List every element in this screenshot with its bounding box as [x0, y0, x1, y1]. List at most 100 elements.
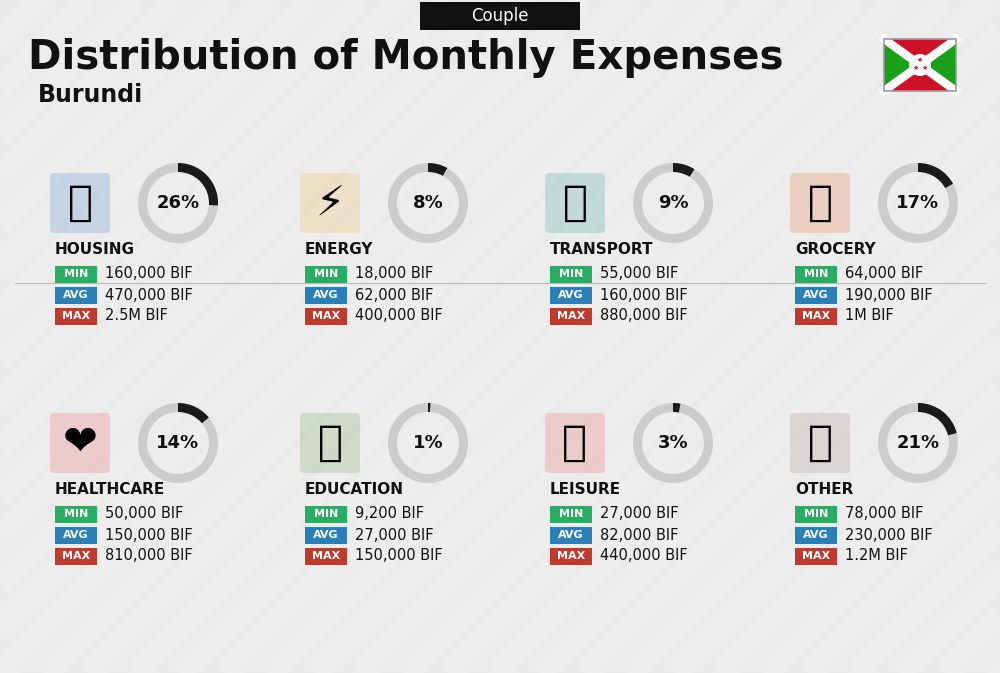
Text: AVG: AVG [63, 530, 89, 540]
FancyBboxPatch shape [300, 173, 360, 233]
Polygon shape [884, 65, 956, 91]
Polygon shape [920, 39, 956, 91]
FancyBboxPatch shape [795, 266, 837, 283]
Text: 160,000 BIF: 160,000 BIF [600, 287, 688, 302]
Text: MAX: MAX [62, 311, 90, 321]
Text: MIN: MIN [804, 269, 828, 279]
Text: MIN: MIN [314, 509, 338, 519]
FancyBboxPatch shape [300, 413, 360, 473]
Text: 1%: 1% [413, 434, 443, 452]
Text: 9,200 BIF: 9,200 BIF [355, 507, 424, 522]
FancyBboxPatch shape [305, 287, 347, 304]
Text: MIN: MIN [804, 509, 828, 519]
Text: TRANSPORT: TRANSPORT [550, 242, 654, 258]
Text: ★: ★ [917, 57, 923, 63]
Text: MIN: MIN [64, 509, 88, 519]
Text: 18,000 BIF: 18,000 BIF [355, 267, 433, 281]
Wedge shape [388, 163, 468, 243]
Text: 150,000 BIF: 150,000 BIF [355, 548, 443, 563]
Text: MIN: MIN [559, 509, 583, 519]
FancyBboxPatch shape [305, 548, 347, 565]
Text: AVG: AVG [558, 530, 584, 540]
Text: Distribution of Monthly Expenses: Distribution of Monthly Expenses [28, 38, 784, 78]
Text: AVG: AVG [803, 530, 829, 540]
Text: ❤️: ❤️ [63, 422, 97, 464]
Polygon shape [884, 39, 956, 65]
FancyBboxPatch shape [305, 308, 347, 324]
Text: 62,000 BIF: 62,000 BIF [355, 287, 433, 302]
FancyBboxPatch shape [50, 413, 110, 473]
Text: 1.2M BIF: 1.2M BIF [845, 548, 908, 563]
FancyBboxPatch shape [55, 308, 97, 324]
Wedge shape [633, 403, 713, 483]
Wedge shape [428, 403, 431, 412]
Wedge shape [673, 163, 694, 177]
FancyBboxPatch shape [795, 308, 837, 324]
FancyBboxPatch shape [795, 287, 837, 304]
Text: 14%: 14% [156, 434, 200, 452]
Text: 82,000 BIF: 82,000 BIF [600, 528, 678, 542]
Text: 3%: 3% [658, 434, 688, 452]
Text: Couple: Couple [471, 7, 529, 25]
FancyBboxPatch shape [305, 505, 347, 522]
FancyBboxPatch shape [884, 39, 956, 91]
FancyBboxPatch shape [55, 266, 97, 283]
FancyBboxPatch shape [550, 266, 592, 283]
Wedge shape [178, 163, 218, 205]
Text: ENERGY: ENERGY [305, 242, 374, 258]
FancyBboxPatch shape [550, 505, 592, 522]
FancyBboxPatch shape [55, 505, 97, 522]
Text: 8%: 8% [413, 194, 443, 212]
Text: EDUCATION: EDUCATION [305, 483, 404, 497]
Wedge shape [388, 403, 468, 483]
FancyBboxPatch shape [550, 308, 592, 324]
Text: MAX: MAX [802, 311, 830, 321]
FancyBboxPatch shape [795, 505, 837, 522]
Text: 230,000 BIF: 230,000 BIF [845, 528, 933, 542]
Text: 🛒: 🛒 [808, 182, 832, 224]
Text: MIN: MIN [314, 269, 338, 279]
Text: 🏗️: 🏗️ [68, 182, 92, 224]
Text: 64,000 BIF: 64,000 BIF [845, 267, 923, 281]
FancyBboxPatch shape [305, 526, 347, 544]
Text: 440,000 BIF: 440,000 BIF [600, 548, 688, 563]
Text: GROCERY: GROCERY [795, 242, 876, 258]
FancyBboxPatch shape [55, 526, 97, 544]
Text: 🎓: 🎓 [318, 422, 342, 464]
Text: 27,000 BIF: 27,000 BIF [600, 507, 678, 522]
Text: 17%: 17% [896, 194, 940, 212]
Text: AVG: AVG [63, 290, 89, 300]
Text: HOUSING: HOUSING [55, 242, 135, 258]
FancyBboxPatch shape [550, 526, 592, 544]
Wedge shape [878, 403, 958, 483]
Text: MAX: MAX [802, 551, 830, 561]
Wedge shape [878, 163, 958, 243]
Text: MIN: MIN [64, 269, 88, 279]
Text: LEISURE: LEISURE [550, 483, 621, 497]
FancyBboxPatch shape [790, 413, 850, 473]
Text: AVG: AVG [803, 290, 829, 300]
FancyBboxPatch shape [795, 548, 837, 565]
Text: 27,000 BIF: 27,000 BIF [355, 528, 434, 542]
Polygon shape [884, 39, 920, 91]
Text: MAX: MAX [312, 551, 340, 561]
Text: 26%: 26% [156, 194, 200, 212]
Text: 21%: 21% [896, 434, 940, 452]
Text: 400,000 BIF: 400,000 BIF [355, 308, 443, 324]
FancyBboxPatch shape [545, 173, 605, 233]
Text: MAX: MAX [557, 311, 585, 321]
Text: ★: ★ [922, 65, 928, 71]
Wedge shape [178, 403, 209, 423]
Text: MAX: MAX [312, 311, 340, 321]
Text: HEALTHCARE: HEALTHCARE [55, 483, 165, 497]
FancyBboxPatch shape [790, 173, 850, 233]
Text: AVG: AVG [313, 530, 339, 540]
Wedge shape [673, 403, 680, 413]
Text: 2.5M BIF: 2.5M BIF [105, 308, 168, 324]
Text: 🚌: 🚌 [562, 182, 588, 224]
Wedge shape [138, 403, 218, 483]
Text: 470,000 BIF: 470,000 BIF [105, 287, 193, 302]
Text: 160,000 BIF: 160,000 BIF [105, 267, 193, 281]
Text: MAX: MAX [557, 551, 585, 561]
FancyBboxPatch shape [305, 266, 347, 283]
